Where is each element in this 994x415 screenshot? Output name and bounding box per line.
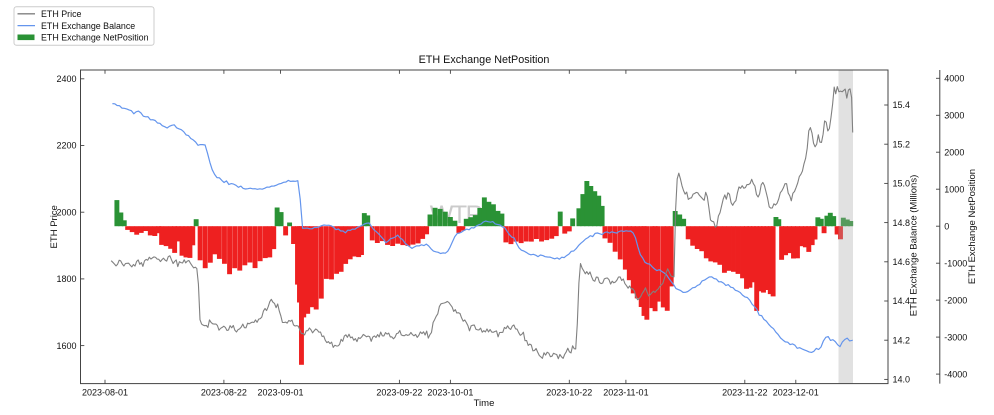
svg-text:2023-08-01: 2023-08-01 (82, 388, 128, 398)
svg-text:ETH Exchange NetPosition: ETH Exchange NetPosition (41, 33, 149, 43)
svg-text:ETH Price: ETH Price (41, 9, 82, 19)
svg-text:-3000: -3000 (944, 332, 967, 342)
svg-text:2023-11-01: 2023-11-01 (603, 388, 648, 398)
svg-text:2400: 2400 (56, 74, 76, 84)
svg-text:2023-08-22: 2023-08-22 (201, 388, 247, 398)
svg-text:2023-12-01: 2023-12-01 (773, 388, 819, 398)
svg-text:2000: 2000 (944, 147, 964, 157)
svg-text:1000: 1000 (944, 184, 964, 194)
svg-text:2200: 2200 (56, 141, 76, 151)
svg-text:ETH Exchange NetPosition: ETH Exchange NetPosition (967, 169, 978, 284)
svg-text:14.4: 14.4 (893, 296, 911, 306)
svg-text:2000: 2000 (56, 207, 76, 217)
svg-text:-4000: -4000 (944, 369, 967, 379)
svg-text:2023-10-01: 2023-10-01 (427, 388, 473, 398)
svg-text:ETH Exchange NetPosition: ETH Exchange NetPosition (419, 54, 550, 66)
svg-text:2023-10-22: 2023-10-22 (546, 388, 592, 398)
svg-text:1800: 1800 (56, 274, 76, 284)
svg-text:ETH Price: ETH Price (49, 205, 60, 248)
svg-text:4000: 4000 (944, 74, 964, 84)
svg-text:3000: 3000 (944, 111, 964, 121)
svg-text:ETH Exchange Balance: ETH Exchange Balance (41, 21, 135, 31)
svg-text:14.8: 14.8 (893, 218, 911, 228)
svg-text:14.2: 14.2 (893, 335, 911, 345)
svg-text:1600: 1600 (56, 341, 76, 351)
svg-text:2023-11-22: 2023-11-22 (722, 388, 767, 398)
svg-text:0: 0 (944, 221, 949, 231)
svg-text:-1000: -1000 (944, 258, 967, 268)
svg-text:-2000: -2000 (944, 295, 967, 305)
svg-text:14.0: 14.0 (893, 375, 911, 385)
svg-text:2023-09-01: 2023-09-01 (257, 388, 303, 398)
svg-text:14.6: 14.6 (893, 257, 911, 267)
svg-text:15.2: 15.2 (893, 139, 911, 149)
svg-text:15.0: 15.0 (893, 179, 911, 189)
svg-text:15.4: 15.4 (893, 100, 911, 110)
svg-text:ETH Exchange Balance (Millions: ETH Exchange Balance (Millions) (909, 175, 920, 317)
svg-text:Time: Time (474, 398, 495, 409)
svg-text:2023-09-22: 2023-09-22 (376, 388, 422, 398)
